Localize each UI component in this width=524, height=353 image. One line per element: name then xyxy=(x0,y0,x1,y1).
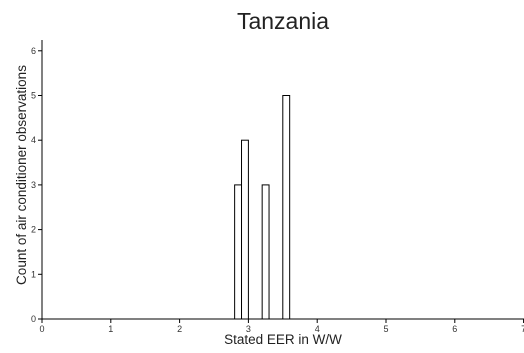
y-tick-label: 0 xyxy=(31,314,36,324)
y-tick-label: 5 xyxy=(31,91,36,101)
histogram-bar-3 xyxy=(282,95,291,320)
y-tick-label: 2 xyxy=(31,225,36,235)
histogram-bars xyxy=(234,95,291,320)
histogram-bar-1 xyxy=(241,139,249,320)
x-tick-label: 0 xyxy=(39,324,44,334)
histogram-bar-2 xyxy=(261,184,270,320)
x-tick-label: 1 xyxy=(108,324,113,334)
x-tick-label: 6 xyxy=(452,324,457,334)
x-tick-label: 4 xyxy=(315,324,320,334)
y-tick-label: 6 xyxy=(31,46,36,56)
x-tick-label: 2 xyxy=(177,324,182,334)
x-ticks: 0 1 2 3 4 5 6 7 xyxy=(39,319,524,334)
x-tick-label: 3 xyxy=(246,324,251,334)
y-axis-label: Count of air conditioner observations xyxy=(14,65,29,285)
x-axis-label: Stated EER in W/W xyxy=(224,332,342,347)
histogram-bar-0 xyxy=(234,184,243,320)
y-tick-label: 3 xyxy=(31,180,36,190)
chart-title: Tanzania xyxy=(237,8,329,34)
y-tick-label: 1 xyxy=(31,269,36,279)
x-tick-label: 7 xyxy=(521,324,524,334)
y-tick-label: 4 xyxy=(31,135,36,145)
y-ticks: 0 1 2 3 4 5 6 xyxy=(31,46,42,324)
x-tick-label: 5 xyxy=(383,324,388,334)
